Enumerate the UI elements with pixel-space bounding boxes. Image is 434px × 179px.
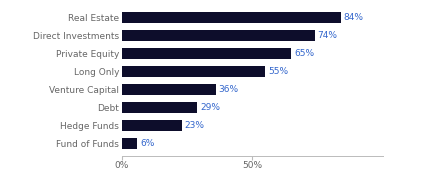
Bar: [122, 66, 265, 77]
Bar: [122, 102, 197, 113]
Text: 29%: 29%: [200, 103, 220, 112]
Bar: [122, 84, 215, 95]
Bar: [122, 120, 181, 131]
Text: 84%: 84%: [343, 13, 363, 22]
Text: 36%: 36%: [218, 85, 238, 94]
Bar: [122, 138, 137, 149]
Bar: [122, 48, 291, 59]
Text: 74%: 74%: [317, 31, 337, 40]
Text: 23%: 23%: [184, 121, 204, 130]
Text: 6%: 6%: [140, 139, 154, 148]
Bar: [122, 12, 340, 23]
Bar: [122, 30, 314, 41]
Text: 65%: 65%: [293, 49, 313, 58]
Text: 55%: 55%: [267, 67, 287, 76]
